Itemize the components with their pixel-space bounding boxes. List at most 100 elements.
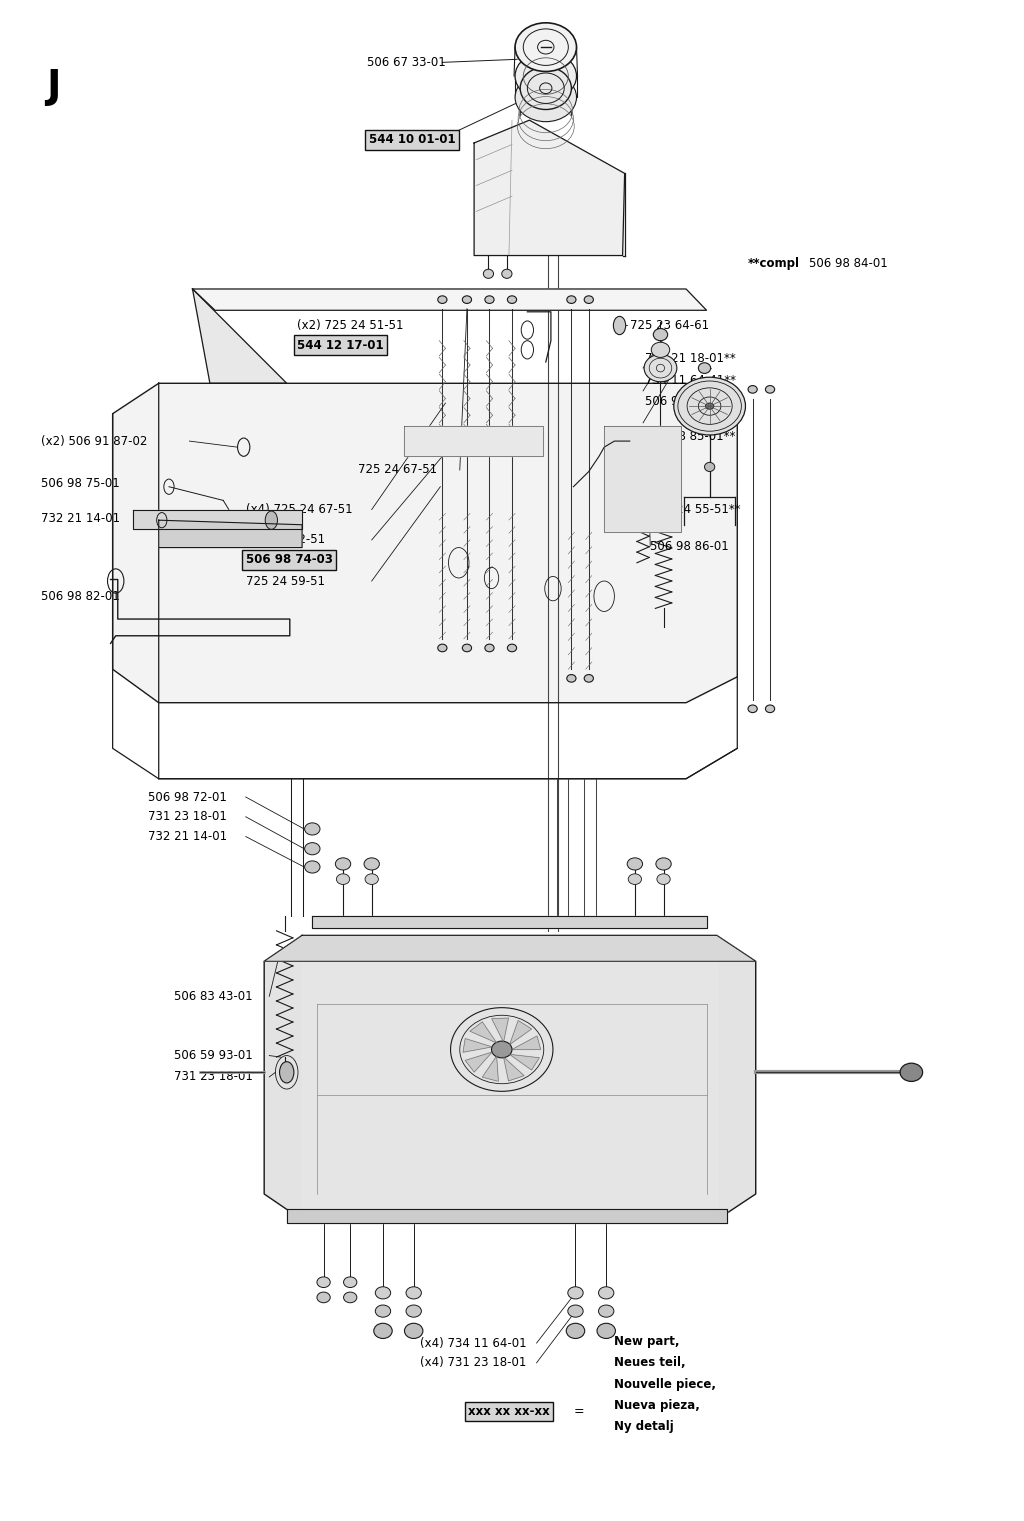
Circle shape [280, 1062, 294, 1083]
Text: 734 11 64-41**: 734 11 64-41** [645, 374, 736, 386]
Polygon shape [113, 383, 737, 703]
Text: 506 94 69-01**: 506 94 69-01** [645, 395, 736, 408]
Ellipse shape [485, 645, 494, 651]
Ellipse shape [336, 858, 350, 870]
Ellipse shape [317, 1293, 330, 1302]
Ellipse shape [520, 67, 571, 110]
Polygon shape [604, 426, 681, 532]
Ellipse shape [375, 1287, 391, 1299]
Polygon shape [133, 510, 302, 529]
Ellipse shape [653, 329, 668, 341]
Text: 506 98 82-01: 506 98 82-01 [41, 590, 120, 602]
Ellipse shape [451, 1007, 553, 1092]
Text: xxx xx xx-xx: xxx xx xx-xx [468, 1405, 550, 1418]
Text: 506 98 74-03: 506 98 74-03 [246, 554, 333, 566]
Circle shape [613, 316, 626, 335]
Ellipse shape [515, 73, 577, 122]
Ellipse shape [374, 1323, 392, 1338]
Ellipse shape [438, 295, 446, 303]
Polygon shape [482, 1056, 499, 1081]
Ellipse shape [344, 1293, 357, 1302]
Ellipse shape [406, 1287, 422, 1299]
Ellipse shape [508, 645, 516, 651]
Ellipse shape [900, 1063, 923, 1081]
Polygon shape [287, 1209, 727, 1223]
Ellipse shape [568, 1305, 584, 1317]
Ellipse shape [305, 861, 319, 873]
Ellipse shape [766, 385, 774, 392]
Circle shape [265, 511, 278, 529]
Ellipse shape [365, 858, 380, 870]
Text: 506 67 33-01: 506 67 33-01 [367, 56, 445, 68]
Polygon shape [404, 426, 543, 456]
Ellipse shape [748, 704, 757, 712]
Text: 506 83 43-01: 506 83 43-01 [174, 990, 253, 1002]
Ellipse shape [598, 1287, 613, 1299]
Text: 732 21 14-01: 732 21 14-01 [148, 830, 227, 843]
Text: (x4) 734 11 64-01: (x4) 734 11 64-01 [420, 1337, 526, 1349]
Ellipse shape [375, 1305, 391, 1317]
Polygon shape [474, 120, 625, 256]
Ellipse shape [404, 1323, 423, 1338]
Ellipse shape [627, 858, 643, 870]
Text: Nueva pieza,: Nueva pieza, [614, 1399, 700, 1411]
Ellipse shape [305, 823, 319, 835]
Text: Neues teil,: Neues teil, [614, 1357, 686, 1369]
Ellipse shape [629, 873, 641, 884]
Text: 506 98 84-01: 506 98 84-01 [809, 257, 888, 269]
Ellipse shape [656, 858, 672, 870]
Ellipse shape [584, 295, 593, 303]
Text: 731 23 18-01: 731 23 18-01 [148, 811, 227, 823]
Polygon shape [312, 916, 707, 928]
Text: 725 24 62-51: 725 24 62-51 [246, 534, 325, 546]
Polygon shape [302, 935, 717, 1220]
Text: 732 21 18-01**: 732 21 18-01** [645, 353, 736, 365]
Text: Nouvelle piece,: Nouvelle piece, [614, 1378, 717, 1390]
Text: 731 23 18-01: 731 23 18-01 [174, 1071, 253, 1083]
Ellipse shape [438, 645, 446, 651]
Text: (x2) 725 24 51-51: (x2) 725 24 51-51 [297, 319, 403, 332]
Ellipse shape [492, 1040, 512, 1059]
Ellipse shape [706, 403, 714, 409]
Text: =: = [573, 1405, 584, 1418]
Text: Ny detalj: Ny detalj [614, 1421, 674, 1433]
Polygon shape [463, 1039, 493, 1053]
Ellipse shape [567, 674, 575, 681]
Text: 506 98 75-01: 506 98 75-01 [41, 478, 120, 490]
Polygon shape [264, 935, 756, 1220]
Text: 506 98 86-01: 506 98 86-01 [650, 540, 729, 552]
Text: 732 21 14-01: 732 21 14-01 [41, 513, 120, 525]
Ellipse shape [305, 843, 319, 855]
Ellipse shape [644, 354, 677, 382]
Text: New part,: New part, [614, 1335, 680, 1348]
Text: 725 24 67-51: 725 24 67-51 [358, 464, 437, 476]
Ellipse shape [515, 52, 577, 100]
Ellipse shape [344, 1278, 357, 1287]
Text: 506 98 85-01**: 506 98 85-01** [645, 430, 735, 443]
Ellipse shape [406, 1305, 422, 1317]
Polygon shape [510, 1054, 540, 1069]
Ellipse shape [463, 295, 471, 303]
Ellipse shape [485, 295, 494, 303]
Polygon shape [264, 935, 756, 961]
Ellipse shape [463, 645, 471, 651]
Ellipse shape [336, 873, 350, 884]
Polygon shape [492, 1018, 509, 1042]
Ellipse shape [698, 362, 711, 373]
Polygon shape [465, 1053, 493, 1072]
Polygon shape [510, 1021, 531, 1045]
Ellipse shape [766, 704, 774, 712]
Text: 506 59 93-01: 506 59 93-01 [174, 1049, 253, 1062]
Polygon shape [512, 1036, 541, 1049]
Ellipse shape [508, 295, 516, 303]
Text: 725 24 55-51**: 725 24 55-51** [650, 503, 741, 516]
Ellipse shape [748, 385, 757, 392]
Text: (x2) 506 91 87-02: (x2) 506 91 87-02 [41, 435, 147, 447]
Text: J: J [46, 68, 60, 106]
Ellipse shape [651, 342, 670, 357]
Polygon shape [504, 1057, 524, 1081]
Text: 544 10 01-01: 544 10 01-01 [369, 134, 456, 146]
Ellipse shape [502, 269, 512, 278]
Polygon shape [159, 520, 302, 548]
Ellipse shape [567, 295, 575, 303]
